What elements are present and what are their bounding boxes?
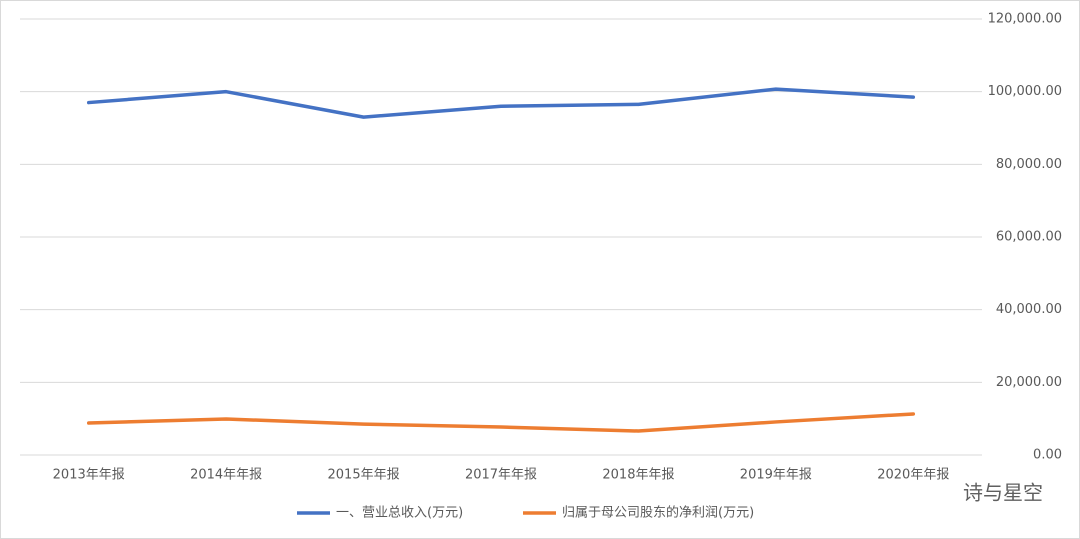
watermark: 诗与星空 [963, 481, 1043, 505]
y-tick-label: 20,000.00 [996, 375, 1062, 390]
y-tick-label: 40,000.00 [996, 302, 1062, 317]
y-tick-label: 60,000.00 [996, 230, 1062, 245]
x-tick-label: 2017年年报 [465, 468, 537, 483]
x-tick-label: 2018年年报 [602, 468, 674, 483]
y-tick-label: 80,000.00 [996, 157, 1062, 172]
series-line [86, 412, 916, 433]
y-tick-label: 0.00 [1033, 448, 1062, 463]
y-tick-label: 120,000.00 [988, 12, 1062, 27]
x-tick-label: 2014年年报 [190, 468, 262, 483]
x-tick-label: 2013年年报 [53, 468, 125, 483]
x-tick-label: 2020年年报 [877, 468, 949, 483]
y-tick-label: 100,000.00 [988, 84, 1062, 99]
series-line [86, 87, 916, 119]
legend-label: 一、营业总收入(万元) [336, 506, 463, 521]
x-tick-label: 2015年年报 [328, 468, 400, 483]
x-tick-label: 2019年年报 [740, 468, 812, 483]
legend-label: 归属于母公司股东的净利润(万元) [562, 505, 754, 521]
